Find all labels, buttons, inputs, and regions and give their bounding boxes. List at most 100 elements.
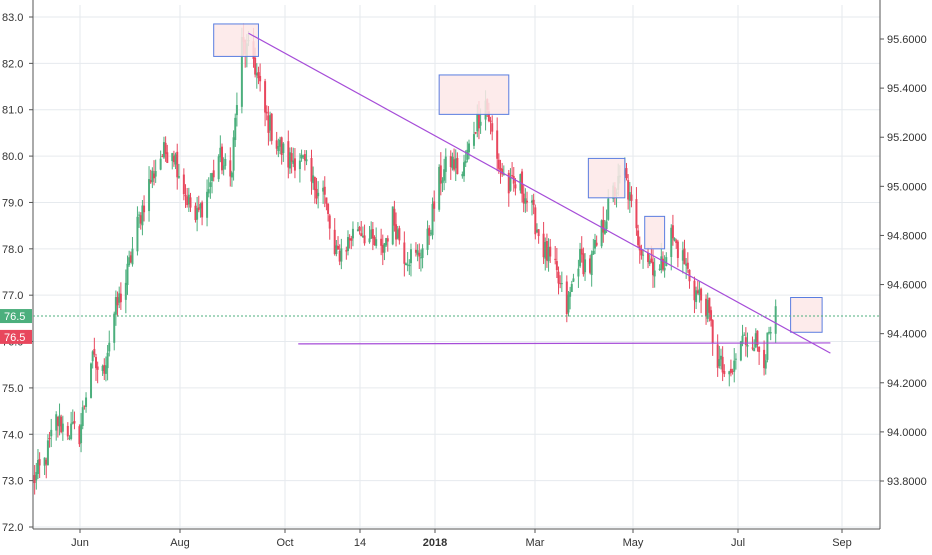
candle-up	[300, 149, 303, 162]
candle-body	[443, 169, 446, 181]
candle-up	[174, 152, 177, 170]
candle-down	[647, 247, 650, 269]
candle-up	[70, 411, 73, 441]
candle-body	[335, 245, 338, 254]
candle-body	[530, 200, 533, 203]
candle-down	[194, 202, 197, 223]
candle-body	[464, 160, 467, 164]
candle-body	[718, 359, 721, 367]
candle-down	[172, 150, 175, 167]
candle-body	[652, 261, 655, 276]
candle-body	[395, 224, 398, 240]
candle-body	[356, 229, 359, 232]
candle-up	[136, 206, 139, 256]
candle-up	[728, 370, 731, 387]
candle-down	[78, 424, 81, 447]
candle-down	[395, 212, 398, 247]
candle-up	[653, 257, 656, 288]
candle-up	[317, 181, 320, 209]
candle-body	[647, 253, 650, 263]
candle-body	[176, 151, 179, 178]
candle-body	[603, 229, 606, 234]
candle-body	[572, 278, 575, 282]
candle-up	[766, 332, 769, 363]
candle-body	[209, 182, 212, 187]
candle-down	[439, 152, 442, 196]
candle-body	[661, 258, 664, 270]
candle-up	[584, 253, 587, 281]
candle-up	[126, 255, 129, 295]
candle-down	[671, 214, 674, 246]
candle-body	[592, 250, 595, 255]
candle-body	[264, 81, 267, 113]
candle-up	[207, 177, 210, 198]
candle-body	[90, 363, 93, 398]
candle-down	[94, 353, 97, 381]
candle-up	[217, 154, 220, 182]
candle-body	[282, 143, 285, 154]
candle-up	[569, 286, 572, 310]
candle-body	[711, 320, 714, 344]
candle-body	[716, 344, 719, 368]
candle-body	[93, 348, 96, 355]
candle-body	[149, 180, 152, 183]
candle-up	[431, 197, 434, 240]
candle-up	[665, 252, 668, 267]
candle-body	[161, 156, 164, 158]
candle-down	[414, 242, 417, 257]
candle-body	[232, 137, 235, 171]
candle-body	[489, 120, 492, 122]
candle-up	[385, 237, 388, 247]
candle-up	[467, 139, 470, 160]
candle-body	[565, 281, 568, 315]
candle-body	[172, 155, 175, 163]
candle-body	[61, 423, 64, 432]
candle-body	[524, 198, 527, 204]
candle-body	[693, 280, 696, 301]
candle-up	[663, 255, 666, 278]
candle-up	[148, 166, 151, 222]
candle-up	[605, 209, 608, 234]
candle-body	[764, 360, 767, 369]
candle-body	[734, 358, 737, 360]
candle-body	[118, 293, 121, 303]
candle-up	[58, 403, 61, 436]
candle-down	[310, 149, 313, 195]
candle-body	[46, 440, 49, 466]
candle-down	[83, 405, 86, 410]
candle-body	[220, 146, 223, 171]
candle-up	[454, 149, 457, 182]
descending-trend-line	[248, 32, 831, 354]
candle-body	[512, 176, 515, 184]
y-left-tick-label: 77.0	[2, 290, 23, 302]
candle-body	[182, 174, 185, 195]
candle-up	[466, 141, 469, 163]
candle-body	[537, 229, 540, 237]
candle-up	[444, 148, 447, 184]
candle-body	[663, 267, 666, 271]
candle-down	[731, 368, 734, 375]
candle-down	[428, 225, 431, 245]
candle-body	[290, 153, 293, 162]
candle-down	[197, 195, 200, 213]
candle-up	[535, 223, 538, 233]
candle-body	[746, 344, 749, 347]
candle-down	[267, 106, 270, 146]
candle-up	[171, 152, 174, 170]
candle-down	[491, 115, 494, 141]
candle-up	[375, 227, 378, 249]
candle-body	[743, 334, 746, 336]
candle-down	[630, 186, 633, 208]
candle-up	[600, 219, 603, 249]
candle-up	[211, 172, 214, 194]
candle-body	[439, 165, 442, 184]
candle-body	[496, 130, 499, 159]
candle-body	[325, 197, 328, 204]
candle-body	[315, 188, 318, 199]
candle-body	[721, 356, 724, 373]
candle-down	[38, 452, 41, 479]
candle-body	[302, 155, 305, 158]
candle-body	[580, 248, 583, 255]
candle-down	[640, 244, 643, 260]
